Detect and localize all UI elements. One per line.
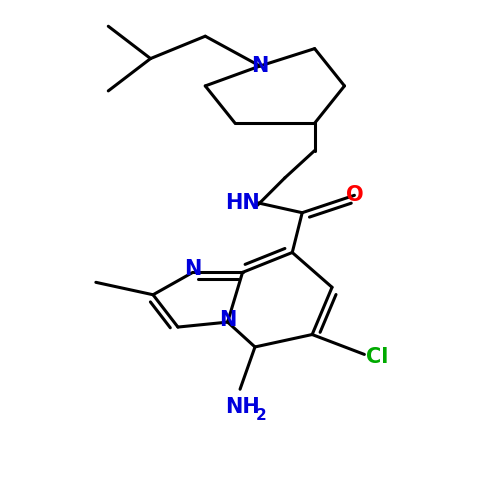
Text: N: N	[219, 310, 236, 330]
Text: NH: NH	[225, 396, 260, 416]
Text: N: N	[252, 56, 268, 76]
Text: 2: 2	[256, 408, 267, 423]
Text: Cl: Cl	[366, 347, 388, 367]
Text: N: N	[184, 259, 202, 279]
Text: HN: HN	[225, 193, 260, 213]
Text: O: O	[346, 186, 363, 206]
